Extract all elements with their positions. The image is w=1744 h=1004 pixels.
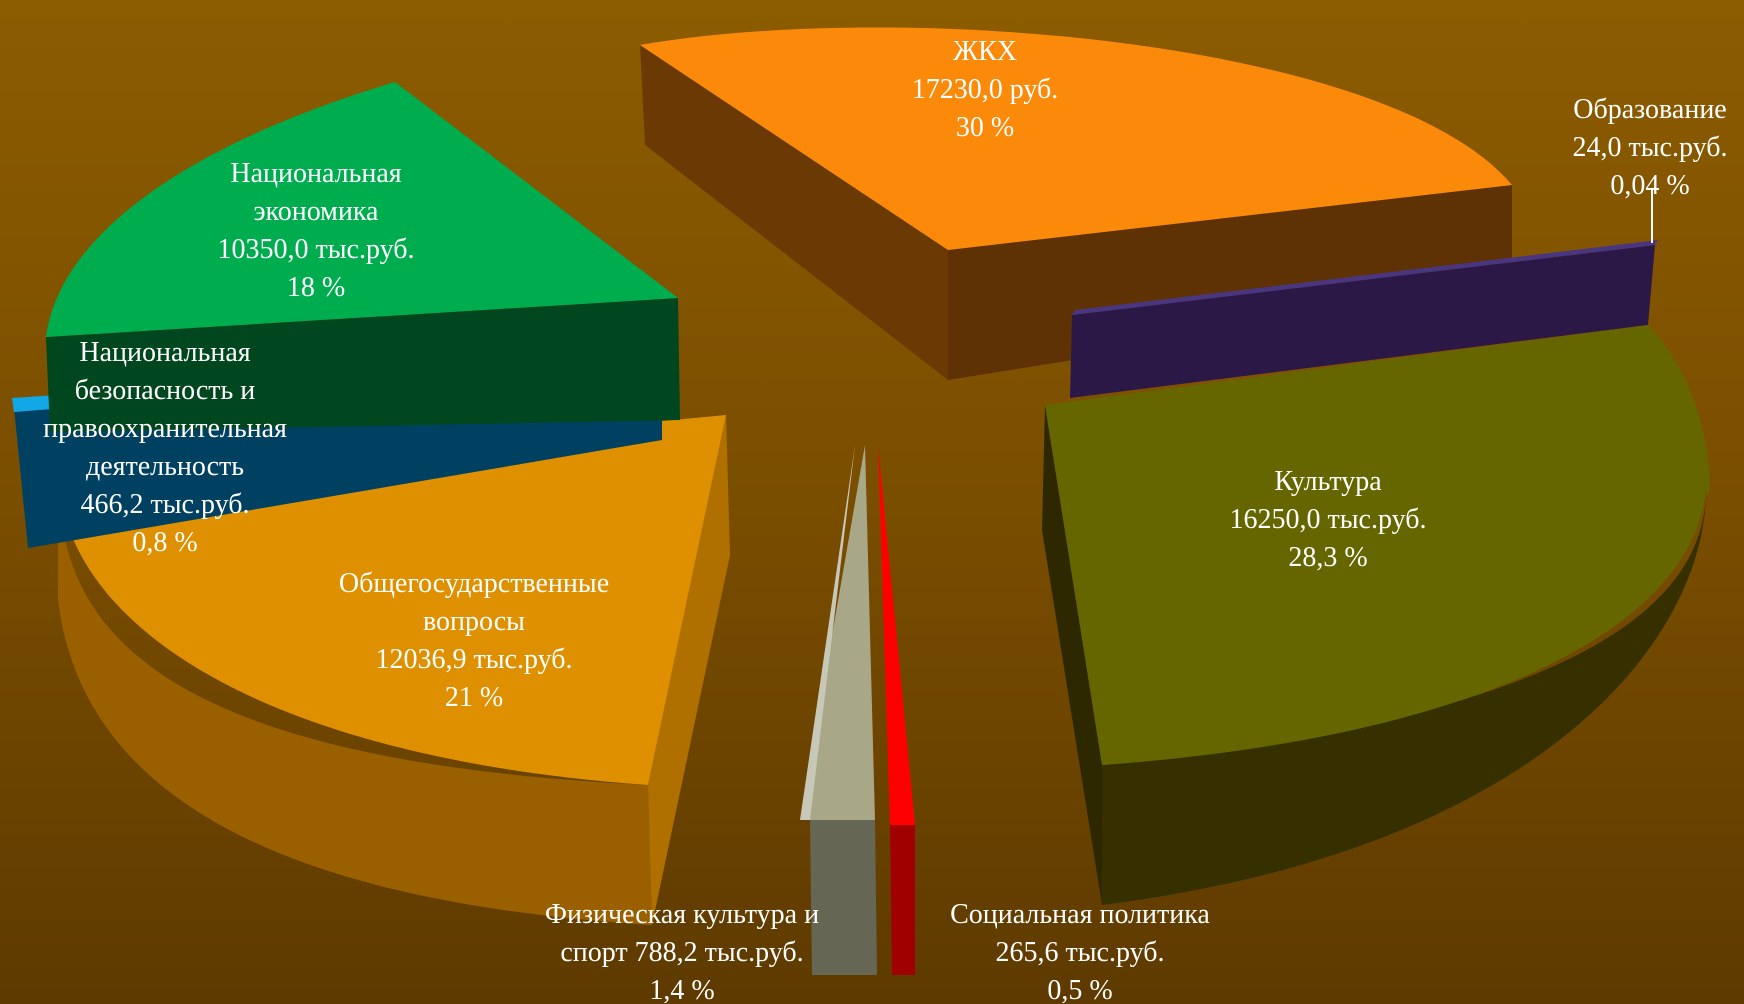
label-security-line-5: 0,8 % [132,527,197,558]
slice-social-side [890,825,915,975]
label-general-line-1: вопросы [423,606,525,637]
label-security-line-0: Национальная [79,337,250,368]
label-culture: Культура 16250,0 тыс.руб. 28,3 % [1230,466,1427,573]
slice-sport-edge [800,445,855,820]
label-economy: Национальная экономика 10350,0 тыс.руб. … [218,158,415,303]
slice-culture-top [1045,325,1710,765]
label-economy-line-1: экономика [254,196,380,227]
label-general: Общегосударственные вопросы 12036,9 тыс.… [339,568,609,713]
label-general-line-0: Общегосударственные [339,568,609,599]
slice-zhkh-top [640,27,1512,251]
label-general-line-2: 12036,9 тыс.руб. [376,644,573,675]
label-security-line-2: правоохранительная [43,413,287,444]
label-social-line-2: 0,5 % [1047,975,1112,1004]
slice-zhkh-side-left [640,45,948,380]
label-sport-line-0: Физическая культура и [545,899,819,930]
slice-education-side [1070,245,1655,398]
label-security-line-4: 466,2 тыс.руб. [81,489,250,520]
slice-social [878,445,915,975]
label-social: Социальная политика 265,6 тыс.руб. 0,5 % [950,899,1210,1004]
label-education: Образование 24,0 тыс.руб. 0,04 % [1573,94,1728,201]
slice-general-side-right [648,415,730,925]
label-sport-line-1: спорт 788,2 тыс.руб. [560,937,803,968]
slice-culture-side [1102,490,1706,905]
slice-education-top [1072,240,1658,315]
slice-culture-side-left [1042,405,1102,905]
slice-economy-top [46,82,678,337]
label-education-line-1: 24,0 тыс.руб. [1573,132,1728,163]
label-sport-line-2: 1,4 % [649,975,714,1004]
slice-economy-side [46,298,680,432]
label-culture-line-2: 28,3 % [1288,542,1367,573]
slice-sport [800,445,877,975]
slice-economy [46,82,680,432]
label-culture-line-1: 16250,0 тыс.руб. [1230,504,1427,535]
label-economy-line-2: 10350,0 тыс.руб. [218,234,415,265]
label-security-line-3: деятельность [86,451,244,482]
label-social-line-1: 265,6 тыс.руб. [996,937,1165,968]
label-education-line-2: 0,04 % [1610,170,1689,201]
label-sport: Физическая культура и спорт 788,2 тыс.ру… [545,899,819,1004]
slice-sport-side [810,820,877,975]
slice-general-side [58,478,652,925]
label-economy-line-3: 18 % [287,272,345,303]
label-economy-line-0: Национальная [230,158,401,189]
label-zhkh-line-2: 30 % [956,112,1014,143]
label-education-line-0: Образование [1573,94,1726,125]
label-culture-line-0: Культура [1274,466,1382,497]
slice-social-top [878,445,915,825]
label-zhkh: ЖКХ 17230,0 руб. 30 % [912,36,1059,143]
slice-culture [1042,325,1710,905]
label-social-line-0: Социальная политика [950,899,1210,930]
label-security: Национальная безопасность и правоохранит… [43,337,287,558]
label-security-line-1: безопасность и [75,375,255,406]
label-zhkh-line-1: 17230,0 руб. [912,74,1059,105]
label-zhkh-line-0: ЖКХ [953,36,1017,67]
slice-education [1070,240,1658,398]
label-general-line-3: 21 % [445,682,503,713]
